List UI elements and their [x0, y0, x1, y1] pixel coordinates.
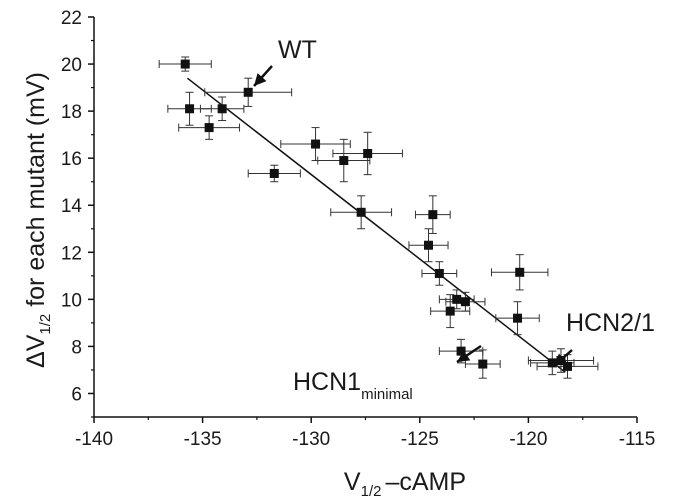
data-point	[204, 123, 214, 133]
y-tick-label: 6	[71, 384, 82, 405]
x-tick-label: -135	[184, 429, 222, 450]
x-tick-label: -115	[619, 429, 656, 450]
axis-ticks: -140 -135 -130 -125 -120 -115 6 8 10 12 14 16 18 20 22	[61, 8, 655, 450]
arrow-head	[457, 350, 471, 362]
data-point	[513, 313, 523, 323]
data-point	[478, 359, 488, 369]
data-point	[547, 358, 557, 368]
arrow-head	[554, 353, 567, 366]
x-axis-title: V1/2 –cAMP	[344, 468, 466, 500]
data-point	[269, 168, 279, 178]
data-point	[515, 267, 525, 277]
data-point	[311, 139, 321, 149]
data-point	[445, 306, 455, 316]
arrow-wt	[253, 65, 273, 87]
data-point	[428, 210, 438, 220]
annotation-hcn2-1: HCN2/1	[566, 309, 655, 337]
x-tick-label: -140	[75, 429, 113, 450]
fit-line	[186, 77, 566, 373]
data-point	[363, 148, 373, 158]
data-point	[356, 207, 366, 217]
data-point	[452, 294, 462, 304]
data-point	[180, 59, 190, 69]
x-tick-label: -125	[401, 429, 439, 450]
data-point	[217, 104, 227, 114]
x-tick-label: -120	[509, 429, 547, 450]
data-point	[185, 104, 195, 114]
linear-fit-line	[186, 77, 566, 373]
data-point	[243, 87, 253, 97]
data-point	[339, 156, 349, 166]
annotation-wt: WT	[278, 36, 317, 64]
data-point	[460, 297, 470, 307]
y-tick-label: 20	[61, 55, 82, 76]
y-tick-label: 8	[71, 337, 82, 358]
y-tick-label: 16	[61, 149, 82, 170]
data-point	[456, 346, 466, 356]
arrow-head	[254, 73, 267, 86]
annotation-hcn1-minimal: HCN1minimal	[293, 368, 413, 403]
data-points	[180, 59, 572, 371]
y-tick-label: 14	[61, 196, 83, 217]
data-point	[434, 268, 444, 278]
x-tick-label: -130	[292, 429, 330, 450]
data-point	[423, 240, 433, 250]
y-tick-label: 18	[61, 102, 82, 123]
annotation-arrows	[253, 65, 573, 367]
y-tick-label: 10	[61, 290, 82, 311]
y-tick-label: 12	[61, 243, 82, 264]
arrow-hcn2-1	[553, 349, 573, 367]
y-tick-label: 22	[61, 8, 82, 29]
data-point	[562, 361, 572, 371]
y-axis-title: ΔV1/2 for each mutant (mV)	[22, 72, 54, 368]
arrow-hcn1-minimal	[456, 344, 482, 364]
